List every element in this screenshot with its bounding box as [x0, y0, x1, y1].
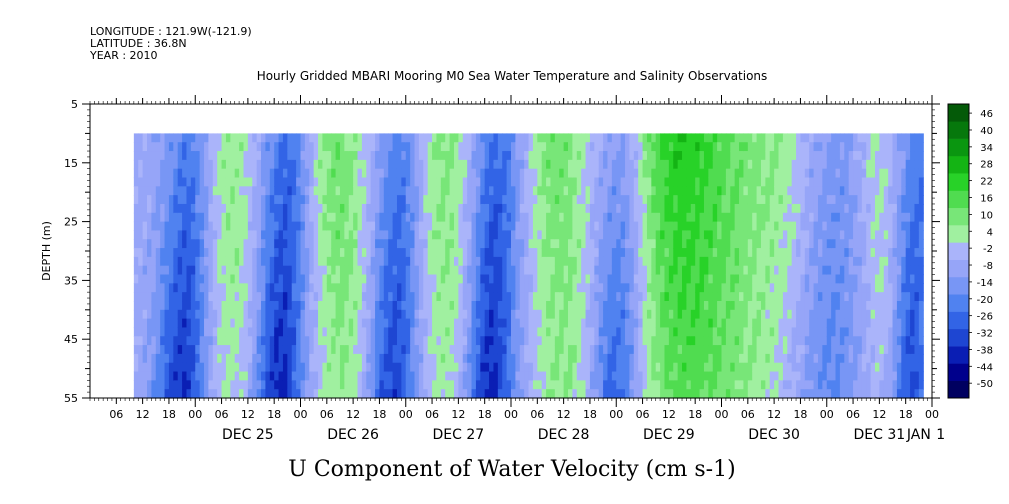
colorbar-swatch	[948, 173, 969, 191]
colorbar-label: 28	[980, 160, 993, 171]
x-tick-label: 06	[741, 408, 755, 421]
x-day-label: DEC 31	[854, 427, 906, 443]
colorbar-label: 4	[987, 227, 993, 238]
x-tick-label: 12	[136, 408, 150, 421]
x-tick-label: 12	[662, 408, 676, 421]
colorbar-label: -2	[983, 244, 993, 255]
colorbar: 46 40 34 28 22 16 10 4 -2 -8 -14 -20 -26 -32 -38 -44 -50	[947, 103, 993, 399]
y-axis-label: DEPTH (m)	[40, 221, 53, 281]
colorbar-label: -50	[977, 379, 993, 390]
colorbar-label: 22	[980, 177, 993, 188]
y-axis: 5 15 25 35 45 55	[64, 98, 940, 405]
x-tick-label: 00	[715, 408, 729, 421]
x-tick-label: 12	[557, 408, 571, 421]
colorbar-swatch	[948, 294, 969, 312]
x-tick-label: 00	[504, 408, 518, 421]
colorbar-swatch	[948, 207, 969, 226]
x-tick-label: 18	[793, 408, 807, 421]
colorbar-swatch	[948, 190, 969, 209]
x-tick-label: 12	[241, 408, 255, 421]
chart-title: Hourly Gridded MBARI Mooring M0 Sea Wate…	[257, 69, 768, 83]
colorbar-swatch	[948, 276, 969, 295]
x-day-label: JAN	[906, 427, 931, 443]
x-tick-label: 12	[767, 408, 781, 421]
x-day-label: DEC 30	[748, 427, 800, 443]
x-tick-label: 06	[320, 408, 334, 421]
colorbar-swatch	[948, 225, 969, 243]
colorbar-label: 16	[980, 194, 993, 205]
colorbar-label: -14	[977, 278, 993, 289]
latitude-label: LATITUDE : 36.8N	[90, 37, 187, 50]
x-axis-label: U Component of Water Velocity (cm s-1)	[288, 457, 735, 482]
colorbar-label: -38	[977, 345, 993, 356]
x-tick-label: 18	[688, 408, 702, 421]
longitude-label: LONGITUDE : 121.9W(-121.9)	[90, 25, 252, 38]
x-day-label: 1	[936, 427, 945, 443]
x-tick-label: 06	[846, 408, 860, 421]
x-axis: 06 12 18 00 06 12 18 00 06 12 18 00 06 12 18 00 06 12 18 00…	[109, 95, 945, 443]
colorbar-label: -8	[983, 261, 993, 272]
colorbar-swatch	[948, 363, 969, 381]
x-tick-label: 06	[636, 408, 650, 421]
colorbar-label: 34	[980, 143, 993, 154]
x-day-label: DEC 27	[433, 427, 485, 443]
x-tick-label: 00	[188, 408, 202, 421]
x-tick-label: 18	[162, 408, 176, 421]
colorbar-label: 46	[980, 109, 993, 120]
y-tick-label: 35	[64, 274, 78, 287]
x-tick-label: 00	[925, 408, 939, 421]
y-tick-label: 55	[64, 392, 78, 405]
year-label: YEAR : 2010	[89, 49, 158, 62]
x-tick-label: 18	[478, 408, 492, 421]
x-day-label: DEC 26	[327, 427, 379, 443]
colorbar-label: -44	[977, 362, 993, 373]
colorbar-label: -20	[977, 295, 993, 306]
heatmap-area	[133, 133, 924, 399]
x-tick-label: 18	[583, 408, 597, 421]
y-tick-label: 5	[71, 98, 78, 111]
y-tick-label: 45	[64, 333, 78, 346]
x-tick-label: 18	[267, 408, 281, 421]
colorbar-swatch	[948, 346, 969, 364]
y-tick-label: 15	[64, 157, 78, 170]
x-tick-label: 18	[899, 408, 913, 421]
x-tick-label: 00	[820, 408, 834, 421]
colorbar-swatch	[948, 259, 969, 278]
x-tick-label: 06	[530, 408, 544, 421]
x-day-label: DEC 29	[643, 427, 695, 443]
x-tick-label: 12	[346, 408, 360, 421]
colorbar-swatch	[948, 242, 969, 260]
colorbar-swatch	[948, 311, 969, 330]
x-tick-label: 00	[399, 408, 413, 421]
x-tick-label: 18	[372, 408, 386, 421]
colorbar-swatch	[948, 104, 969, 122]
colorbar-label: -32	[977, 329, 993, 340]
y-tick-label: 25	[64, 216, 78, 229]
x-tick-label: 00	[294, 408, 308, 421]
colorbar-frame	[947, 103, 970, 399]
colorbar-swatch	[948, 138, 969, 157]
colorbar-label: -26	[977, 312, 993, 323]
x-tick-label: 06	[215, 408, 229, 421]
x-tick-label: 12	[872, 408, 886, 421]
colorbar-label: 40	[980, 126, 993, 137]
x-day-label: DEC 25	[222, 427, 274, 443]
x-tick-label: 00	[609, 408, 623, 421]
x-day-label: DEC 28	[538, 427, 590, 443]
x-tick-label: 12	[451, 408, 465, 421]
colorbar-swatch	[948, 155, 969, 174]
colorbar-swatch	[948, 328, 969, 347]
colorbar-swatch	[948, 121, 969, 139]
colorbar-label: 10	[980, 210, 993, 221]
colorbar-swatch	[948, 380, 969, 399]
x-tick-label: 06	[109, 408, 123, 421]
x-tick-label: 06	[425, 408, 439, 421]
